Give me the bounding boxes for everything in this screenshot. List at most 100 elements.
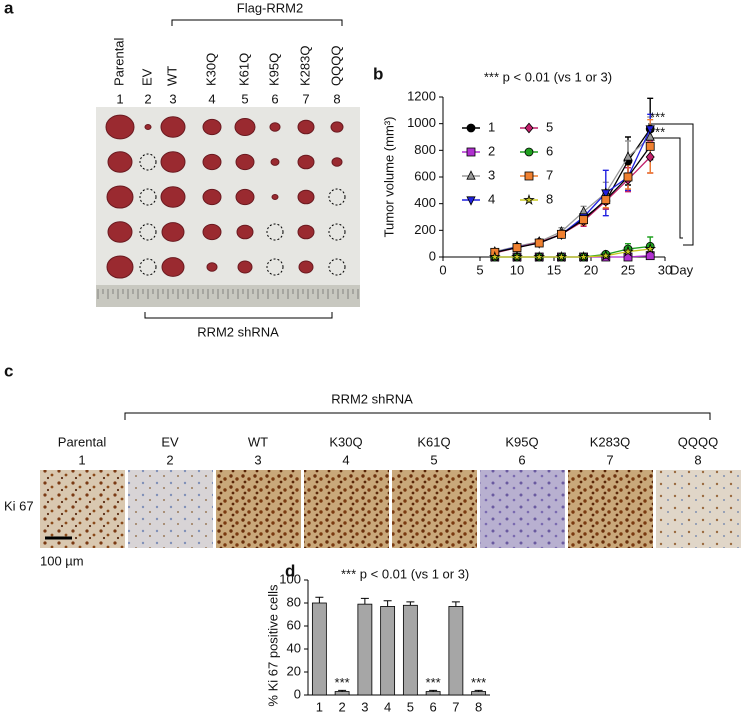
tumor [234,118,256,136]
sample-number: 4 [342,452,349,467]
bottom-label: RRM2 shRNA [197,324,279,339]
tumor [107,221,133,243]
y-axis-label: Tumor volume (mm³) [381,117,396,238]
marker [533,250,546,262]
marker [512,243,522,253]
x-tick-label: 30 [658,262,672,277]
annotation: *** [650,124,665,139]
tumor [202,188,222,206]
sample-label: K30Q [203,53,218,86]
legend-label: 7 [546,167,553,182]
tumor [297,154,315,170]
sample-number: 5 [241,91,248,106]
chart-title: *** p < 0.01 (vs 1 or 3) [484,69,612,84]
x-tick-label: 7 [452,699,459,714]
sample-label: Parental [111,37,126,86]
tumor [160,151,186,173]
y-axis-label: % Ki 67 positive cells [265,584,280,707]
legend-label: 3 [488,167,495,182]
tumor [106,255,134,279]
empty-site [328,188,346,206]
tumor [271,193,279,201]
y-tick-label: 200 [414,222,436,237]
error-bar [451,601,460,607]
error-bar [315,596,324,603]
legend-label: 1 [488,119,495,134]
panel-label: b [373,64,383,83]
legend-marker [466,123,476,133]
tumor [270,158,280,166]
annotation: *** [650,109,665,124]
bar [334,691,350,696]
marker [644,242,657,254]
ihc-image [40,470,125,548]
sample-number: 2 [144,91,151,106]
tumor [298,260,314,274]
x-tick-label: 5 [407,699,414,714]
sample-number: 5 [430,452,437,467]
empty-site [266,223,284,241]
marker [534,238,544,248]
tumor [161,257,185,277]
bar [357,603,373,696]
ihc-image [480,470,565,548]
marker [511,250,523,262]
bar [311,602,327,696]
bracket [648,137,683,239]
marker [645,125,655,135]
y-tick-label: 60 [287,617,301,632]
group-label: Flag-RRM2 [237,0,303,15]
marker [645,131,655,141]
tumor [160,186,186,208]
sample-number: 6 [271,91,278,106]
legend-label: 6 [546,143,553,158]
bracket [171,19,343,26]
y-tick-label: 1200 [407,88,436,103]
x-tick-label: 3 [361,699,368,714]
tumor [237,260,253,274]
significance-label: *** [471,675,486,690]
tumor [107,151,133,173]
panel-label: c [4,361,13,380]
sample-label: K283Q [297,46,312,86]
bracket [144,312,333,319]
error-bar [406,601,415,606]
tumor [105,114,135,140]
significance-label: *** [426,675,441,690]
sample-number: 6 [518,452,525,467]
group-label: RRM2 shRNA [331,391,413,406]
marker [623,252,633,262]
row-label: Ki 67 [4,498,34,513]
sample-label: QQQQ [328,46,343,86]
empty-site [266,258,284,276]
x-tick-label: 15 [547,262,561,277]
marker [599,249,612,261]
scale-bar-label: 100 µm [40,553,84,568]
tumor [330,121,344,133]
marker [577,250,590,262]
marker [645,141,655,151]
tumor [331,157,343,167]
bar [448,606,464,696]
y-tick-label: 0 [429,248,436,263]
bar [471,691,487,696]
sample-number: 7 [302,91,309,106]
marker [488,250,501,262]
x-tick-label: 0 [439,262,446,277]
ihc-image [656,470,741,548]
y-tick-label: 80 [287,594,301,609]
legend-label: 4 [488,191,495,206]
legend-marker [524,171,534,181]
y-tick-label: 40 [287,640,301,655]
marker [645,251,655,261]
sample-number: 3 [169,91,176,106]
x-tick-label: 2 [339,699,346,714]
empty-site [328,258,346,276]
legend-marker [524,147,534,157]
empty-site [139,153,157,171]
legend-marker [466,170,476,180]
marker [601,195,611,205]
sample-number: 8 [694,452,701,467]
marker [623,151,633,161]
